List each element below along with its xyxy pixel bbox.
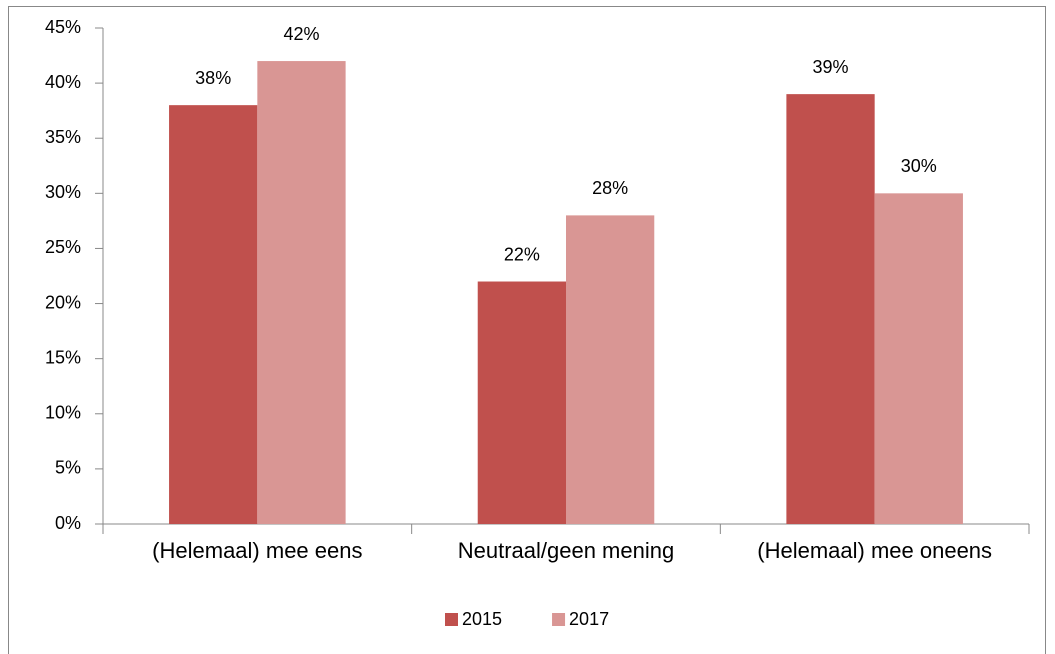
y-tick-label: 40% [45, 72, 81, 92]
bar [169, 105, 258, 525]
legend-label: 2017 [569, 609, 609, 629]
bar [566, 215, 655, 524]
bar [874, 193, 963, 525]
value-label: 42% [283, 24, 319, 44]
chart-frame [8, 6, 1046, 654]
bar [257, 61, 346, 525]
legend-label: 2015 [462, 609, 502, 629]
y-tick-label: 10% [45, 403, 81, 423]
x-tick-label-box: (Helemaal) mee oneens [757, 538, 993, 563]
value-label: 22% [504, 244, 540, 264]
value-label: 39% [813, 57, 849, 77]
y-tick-label: 5% [55, 458, 81, 478]
x-tick-label: Neutraal/geen mening [457, 538, 675, 563]
y-tick-label: 30% [45, 182, 81, 202]
x-tick-label: (Helemaal) mee eens [152, 538, 363, 563]
value-label: 38% [195, 68, 231, 88]
y-tick-label: 0% [55, 513, 81, 533]
legend-swatch [445, 613, 458, 626]
y-tick-label: 45% [45, 17, 81, 37]
x-tick-label-box: Neutraal/geen mening [457, 538, 675, 563]
x-tick-label-box: (Helemaal) mee eens [152, 538, 363, 563]
legend-swatch [552, 613, 566, 626]
value-label: 30% [901, 156, 937, 176]
y-tick-label: 35% [45, 127, 81, 147]
value-label: 28% [592, 178, 628, 198]
bar [477, 281, 566, 524]
bar [786, 94, 875, 524]
y-tick-label: 20% [45, 292, 81, 312]
y-tick-label: 15% [45, 347, 81, 367]
x-tick-label: (Helemaal) mee oneens [757, 538, 993, 563]
y-tick-label: 25% [45, 237, 81, 257]
